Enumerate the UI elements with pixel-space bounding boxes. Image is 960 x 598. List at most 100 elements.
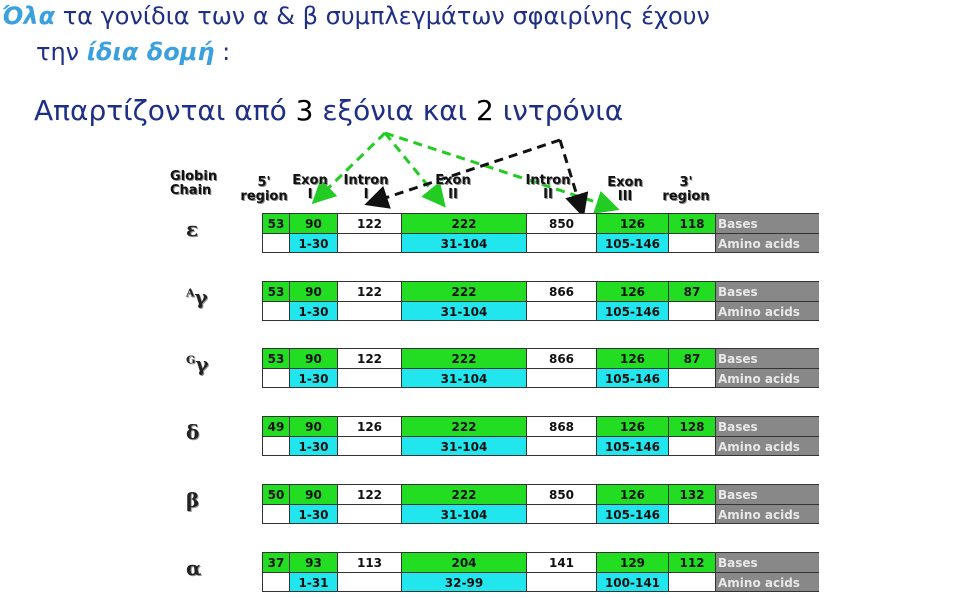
- empty-cell: [527, 572, 597, 592]
- empty-cell: [262, 504, 290, 524]
- bases-cell: 126: [597, 348, 669, 368]
- bases-cell: 126: [338, 416, 402, 436]
- chain-row: 49 90 126 222 868 126 128 Bases 1-30 31-104 105-14…: [262, 416, 819, 456]
- bases-cell: 132: [669, 484, 716, 504]
- chain-label-name: ε: [186, 217, 199, 241]
- legend-amino-acids: Amino acids: [716, 572, 819, 592]
- empty-cell: [527, 233, 597, 253]
- subtitle-mid: εξόνια και: [313, 94, 477, 127]
- bases-cell: 866: [527, 348, 597, 368]
- header-exon-2: Exon II: [435, 173, 471, 202]
- chain-label-superscript: A: [186, 286, 195, 300]
- bases-cell: 868: [527, 416, 597, 436]
- empty-cell: [338, 368, 402, 388]
- bases-cell: 53: [262, 281, 290, 301]
- empty-cell: [262, 233, 290, 253]
- amino-acids-cell: 1-30: [290, 504, 338, 524]
- bases-cell: 113: [338, 552, 402, 572]
- empty-cell: [669, 233, 716, 253]
- amino-acids-cell: 105-146: [597, 301, 669, 321]
- bases-cell: 112: [669, 552, 716, 572]
- amino-acids-cell: 105-146: [597, 436, 669, 456]
- legend-bases: Bases: [716, 281, 819, 301]
- header-exon-3: Exon III: [607, 175, 643, 204]
- title-line-2-pre: την: [36, 38, 87, 66]
- legend-bases: Bases: [716, 484, 819, 504]
- legend-amino-acids: Amino acids: [716, 301, 819, 321]
- bases-cell: 222: [402, 213, 527, 233]
- title-emphasis-structure: ίδια δομή: [86, 38, 215, 66]
- empty-cell: [669, 301, 716, 321]
- bases-cell: 90: [290, 348, 338, 368]
- amino-acids-cell: 31-104: [402, 301, 527, 321]
- legend-bases: Bases: [716, 416, 819, 436]
- chain-label-superscript: G: [186, 353, 196, 367]
- chain-row: 53 90 122 222 866 126 87 Bases 1-30 31-104 105-146…: [262, 348, 819, 388]
- empty-cell: [527, 504, 597, 524]
- chain-label-name: β: [186, 488, 200, 512]
- bases-cell: 222: [402, 281, 527, 301]
- bases-cell: 118: [669, 213, 716, 233]
- chain-label: Gγ: [186, 352, 209, 376]
- empty-cell: [338, 436, 402, 456]
- bases-cell: 122: [338, 484, 402, 504]
- bases-cell: 53: [262, 348, 290, 368]
- bases-cell: 49: [262, 416, 290, 436]
- bases-cell: 129: [597, 552, 669, 572]
- subtitle-pre: Απαρτίζονται από: [34, 94, 296, 127]
- chain-label-name: α: [186, 556, 202, 580]
- empty-cell: [338, 504, 402, 524]
- empty-cell: [527, 368, 597, 388]
- bases-cell: 222: [402, 484, 527, 504]
- empty-cell: [669, 436, 716, 456]
- subtitle: Απαρτίζονται από 3 εξόνια και 2 ιντρόνια: [34, 94, 623, 127]
- bases-cell: 90: [290, 484, 338, 504]
- bases-cell: 141: [527, 552, 597, 572]
- chain-row: 53 90 122 222 850 126 118 Bases 1-30 31-104 105-14…: [262, 213, 819, 253]
- bases-cell: 50: [262, 484, 290, 504]
- bases-cell: 126: [597, 484, 669, 504]
- chain-label-name: γ: [195, 352, 209, 376]
- bases-cell: 87: [669, 281, 716, 301]
- chain-label: β: [186, 488, 199, 512]
- legend-amino-acids: Amino acids: [716, 233, 819, 253]
- title-line-1-text: τα γονίδια των α & β συμπλεγμάτων σφαιρί…: [55, 2, 710, 30]
- chain-label: ε: [186, 217, 198, 241]
- empty-cell: [262, 572, 290, 592]
- chain-label-name: γ: [194, 285, 208, 309]
- empty-cell: [527, 301, 597, 321]
- bases-cell: 850: [527, 213, 597, 233]
- header-3-region: 3' region: [662, 175, 710, 204]
- chain-label: α: [186, 556, 201, 580]
- bases-cell: 122: [338, 281, 402, 301]
- empty-cell: [527, 436, 597, 456]
- chain-label-name: δ: [186, 420, 200, 444]
- amino-acids-cell: 1-31: [290, 572, 338, 592]
- empty-cell: [338, 233, 402, 253]
- bases-cell: 37: [262, 552, 290, 572]
- amino-acids-cell: 100-141: [597, 572, 669, 592]
- amino-acids-cell: 105-146: [597, 233, 669, 253]
- title-line-2-post: :: [214, 38, 231, 66]
- bases-cell: 122: [338, 213, 402, 233]
- bases-cell: 87: [669, 348, 716, 368]
- arrow-to-intron2: [558, 139, 589, 218]
- chain-label: δ: [186, 420, 199, 444]
- empty-cell: [338, 301, 402, 321]
- bases-cell: 93: [290, 552, 338, 572]
- empty-cell: [262, 436, 290, 456]
- bases-cell: 126: [597, 281, 669, 301]
- chain-label: Aγ: [186, 285, 208, 309]
- header-5-region: 5' region: [240, 175, 288, 204]
- bases-cell: 122: [338, 348, 402, 368]
- bases-cell: 850: [527, 484, 597, 504]
- empty-cell: [262, 301, 290, 321]
- intron-count: 2: [476, 94, 494, 127]
- bases-cell: 204: [402, 552, 527, 572]
- header-intron-1: Intron I: [343, 173, 389, 202]
- legend-amino-acids: Amino acids: [716, 436, 819, 456]
- title-line-2: την ίδια δομή :: [36, 38, 230, 66]
- amino-acids-cell: 31-104: [402, 368, 527, 388]
- amino-acids-cell: 31-104: [402, 504, 527, 524]
